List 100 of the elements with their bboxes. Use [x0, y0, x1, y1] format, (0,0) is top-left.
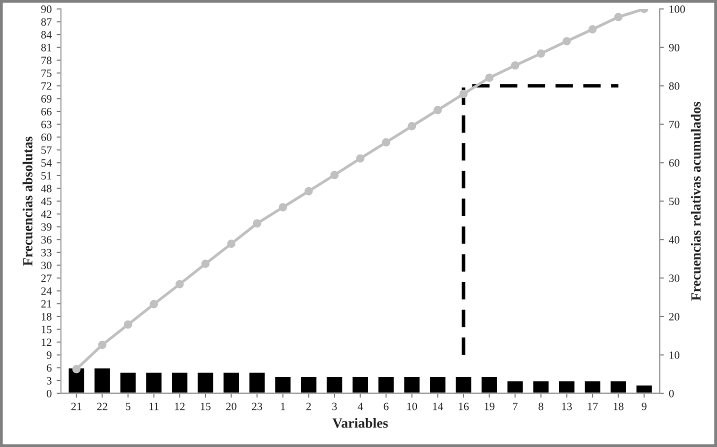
point	[72, 364, 81, 374]
bar	[506, 380, 524, 394]
x-tick-label: 4	[358, 402, 363, 410]
x-tick-label: 9	[642, 402, 646, 410]
x-tick-label: 23	[252, 402, 262, 410]
bar	[635, 384, 654, 394]
y-tick-label: 21	[41, 300, 52, 308]
bar	[532, 380, 550, 394]
x-tick-label: 18	[614, 402, 624, 410]
point	[150, 300, 158, 308]
y-tick-label: 87	[41, 18, 52, 26]
y2-tick-label: 10	[670, 351, 680, 359]
x-tick-label: 20	[226, 402, 236, 410]
bar	[93, 367, 112, 394]
bar	[351, 376, 370, 394]
x-tick-label: 13	[562, 402, 572, 410]
point	[562, 37, 571, 46]
x-tick-label: 19	[484, 402, 494, 410]
bar	[248, 371, 266, 394]
x-tick-label: 10	[407, 402, 418, 410]
x-tick-label: 22	[97, 402, 108, 410]
point	[434, 106, 442, 114]
y-tick-label: 78	[42, 56, 52, 64]
y-tick-label: 57	[41, 146, 52, 154]
y-tick-label: 84	[41, 31, 52, 39]
y-tick-label: 72	[42, 82, 52, 90]
y2-tick-label: 60	[669, 159, 680, 167]
x-tick-label: 2	[306, 402, 311, 410]
x-tick-label: 7	[513, 402, 518, 410]
point	[356, 154, 364, 163]
y2-tick-label: 40	[668, 236, 680, 244]
bar	[325, 376, 344, 394]
bar	[196, 371, 215, 394]
x-tick-label: 15	[200, 402, 211, 410]
point	[588, 25, 597, 34]
bar	[300, 376, 318, 394]
y2-tick-label: 80	[669, 82, 680, 90]
x-tick-label: 14	[433, 402, 444, 410]
bar	[583, 380, 602, 394]
bar	[222, 371, 240, 394]
x-tick-label: 6	[384, 402, 389, 410]
y-tick-label: 39	[41, 223, 52, 231]
y2-axis-title: Frecuencias relativas acumulados	[690, 102, 701, 301]
y-tick-label: 51	[41, 172, 52, 180]
point	[510, 61, 520, 70]
y-tick-label: 48	[41, 184, 52, 192]
y-tick-label: 42	[41, 210, 52, 218]
y-tick-label: 90	[41, 5, 52, 13]
x-tick-label: 16	[458, 402, 469, 410]
x-tick-label: 5	[126, 402, 130, 410]
point	[459, 90, 468, 98]
point	[614, 12, 623, 22]
point	[536, 49, 546, 58]
y-tick-label: 33	[41, 248, 52, 256]
bar	[144, 371, 163, 394]
point	[485, 74, 494, 82]
y2-tick-label: 50	[669, 198, 680, 206]
x-tick-label: 8	[538, 402, 544, 410]
point	[175, 280, 184, 288]
point	[330, 170, 339, 180]
x-tick-label: 3	[332, 402, 337, 410]
y2-tick-label: 70	[669, 120, 680, 128]
bar	[118, 371, 138, 394]
point	[408, 122, 416, 130]
y2-tick-label: 100	[670, 5, 685, 13]
bar	[377, 376, 396, 394]
y-tick-label: 45	[41, 198, 52, 206]
point	[227, 240, 236, 248]
point	[304, 186, 313, 196]
bar	[274, 376, 292, 394]
y-tick-label: 9	[46, 351, 52, 359]
y-tick-label: 3	[46, 377, 52, 385]
point	[252, 219, 262, 228]
point	[201, 260, 210, 268]
x-axis-title: Variables	[332, 418, 388, 428]
bar	[402, 376, 421, 394]
point	[124, 320, 132, 329]
point	[382, 138, 390, 146]
bar	[558, 380, 576, 394]
y2-tick-label: 30	[669, 274, 680, 282]
point	[278, 203, 288, 212]
x-tick-label: 17	[588, 402, 598, 410]
y-tick-label: 24	[41, 287, 52, 295]
x-tick-label: 1	[281, 402, 285, 410]
bar	[454, 376, 473, 394]
point	[98, 340, 106, 350]
y-axis-title: Frecuencias absolutas	[22, 136, 32, 266]
bar	[170, 371, 189, 394]
y-tick-label: 6	[46, 364, 52, 372]
x-tick-label: 21	[71, 402, 82, 410]
y-tick-label: 75	[42, 70, 52, 77]
y-tick-label: 30	[41, 262, 52, 270]
y-tick-label: 18	[42, 312, 52, 320]
y-tick-label: 66	[41, 108, 52, 116]
y-tick-label: 63	[41, 120, 52, 128]
y-tick-label: 27	[41, 274, 52, 282]
y2-tick-label: 90	[669, 44, 680, 52]
y-tick-label: 54	[41, 159, 52, 167]
y-tick-label: 60	[41, 134, 52, 142]
y-tick-label: 81	[41, 44, 52, 52]
